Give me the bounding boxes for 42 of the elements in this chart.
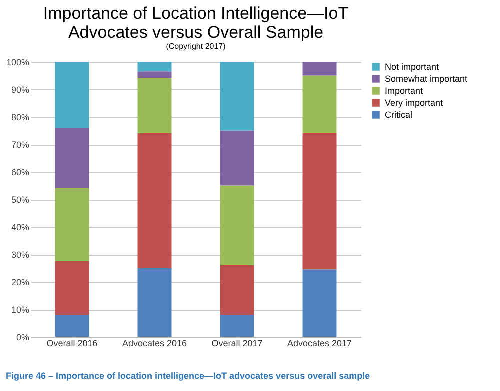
x-tick-label: Overall 2016 bbox=[46, 338, 98, 348]
y-tick-label: 10% bbox=[11, 305, 30, 315]
bar bbox=[55, 128, 90, 188]
bar bbox=[138, 62, 172, 72]
y-tick-label: 20% bbox=[11, 278, 30, 288]
y-tick-label: 70% bbox=[11, 140, 30, 150]
bar bbox=[220, 130, 254, 186]
bar bbox=[220, 315, 254, 337]
bar bbox=[55, 62, 90, 128]
bar bbox=[55, 261, 90, 315]
bar bbox=[55, 188, 90, 262]
legend-label: Very important bbox=[385, 98, 444, 108]
bar bbox=[220, 186, 254, 266]
legend-label: Important bbox=[385, 86, 424, 96]
legend-label: Somewhat important bbox=[385, 74, 468, 84]
x-tick-label: Advocates 2017 bbox=[287, 338, 352, 348]
y-tick-label: 80% bbox=[11, 112, 30, 122]
bar bbox=[220, 62, 254, 131]
bar bbox=[302, 270, 337, 337]
x-tick-label: Advocates 2016 bbox=[122, 338, 188, 348]
caption: Figure 46 – Importance of location intelligence—IoT advocates versus overall sample bbox=[6, 371, 372, 381]
bar bbox=[55, 315, 90, 337]
legend-label: Critical bbox=[385, 110, 413, 120]
y-tick-label: 40% bbox=[11, 222, 30, 232]
bar bbox=[138, 72, 172, 78]
y-tick-label: 0% bbox=[16, 332, 30, 342]
bar bbox=[138, 268, 172, 337]
bar bbox=[302, 62, 337, 76]
bar bbox=[138, 134, 172, 268]
y-tick-label: 100% bbox=[6, 58, 30, 68]
legend-label: Not important bbox=[385, 62, 440, 72]
bar bbox=[302, 76, 337, 134]
bar bbox=[220, 266, 254, 315]
x-tick-label: Overall 2017 bbox=[212, 338, 263, 348]
chart-title: Importance of Location Intelligence—IoT Advocates versus Overall Sample bbox=[43, 4, 349, 42]
bar bbox=[302, 134, 337, 270]
y-tick-label: 50% bbox=[11, 195, 30, 205]
y-tick-label: 30% bbox=[11, 250, 30, 260]
bar bbox=[138, 78, 172, 134]
y-tick-label: 60% bbox=[11, 168, 30, 178]
y-tick-label: 90% bbox=[11, 85, 30, 95]
chart-subtitle: (Copyright 2017) bbox=[166, 42, 226, 51]
